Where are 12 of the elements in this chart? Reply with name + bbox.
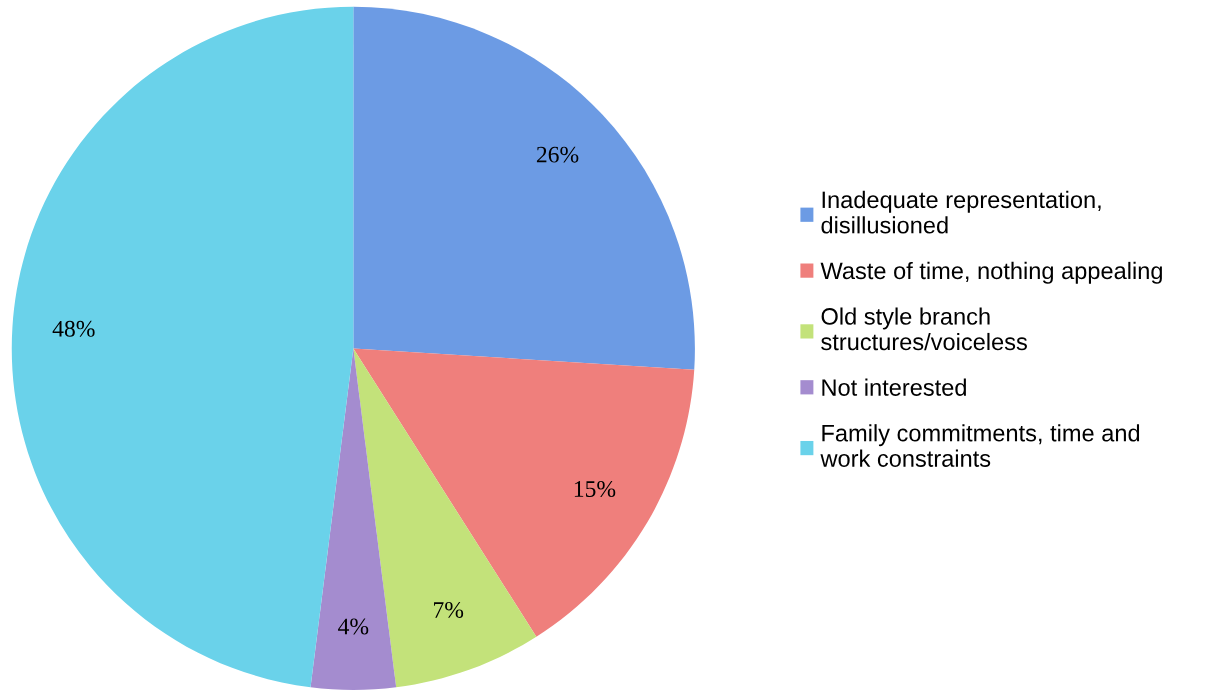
legend-label: Family commitments, time and work constraints xyxy=(820,424,1140,467)
data-label: 7% xyxy=(434,601,464,618)
data-label: 26% xyxy=(536,146,579,163)
pie-slice xyxy=(310,348,397,690)
legend-label: Old style branch structures/voiceless xyxy=(821,307,1027,351)
data-label: 48% xyxy=(52,320,95,337)
pie-slice xyxy=(353,6,695,370)
legend-label: Not interested xyxy=(822,378,966,396)
legend-label: Inadequate representation, disillusioned xyxy=(821,190,1101,234)
legend-label: Waste of time, nothing appealing xyxy=(820,261,1162,284)
data-label: 4% xyxy=(338,618,369,635)
data-label: 15% xyxy=(574,480,616,497)
